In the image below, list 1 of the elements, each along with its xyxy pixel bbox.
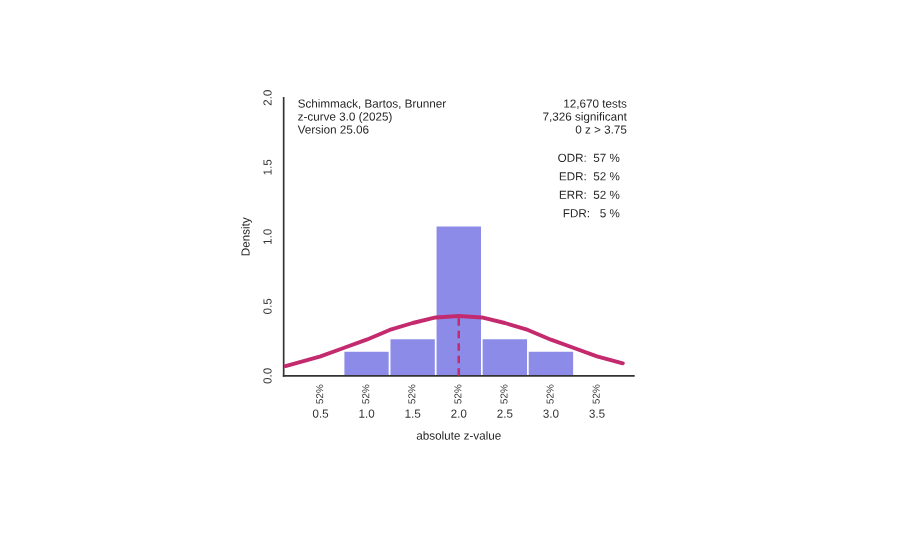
line-series	[283, 314, 625, 369]
